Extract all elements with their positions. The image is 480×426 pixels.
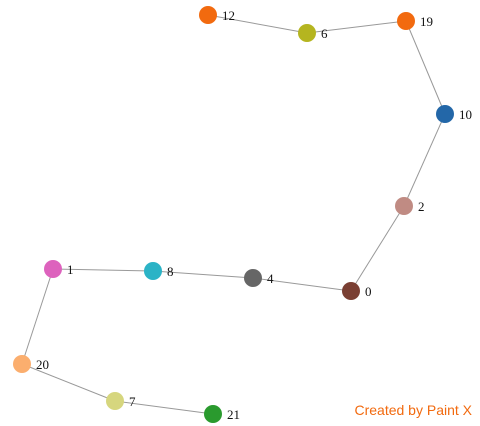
node-circle-10[interactable] — [436, 105, 454, 123]
node-label-8: 8 — [167, 264, 174, 279]
edge-0-4 — [252, 277, 352, 292]
node-label-2: 2 — [418, 199, 425, 214]
node-label-6: 6 — [321, 26, 328, 41]
node-19[interactable]: 19 — [397, 12, 433, 30]
node-label-1: 1 — [67, 262, 74, 277]
node-circle-0[interactable] — [342, 282, 360, 300]
node-label-7: 7 — [129, 394, 136, 409]
node-label-19: 19 — [420, 14, 433, 29]
edge-20-7 — [21, 363, 116, 402]
node-1[interactable]: 1 — [44, 260, 74, 278]
node-6[interactable]: 6 — [298, 24, 328, 42]
edge-1-20 — [21, 268, 54, 365]
node-circle-4[interactable] — [244, 269, 262, 287]
node-0[interactable]: 0 — [342, 282, 372, 300]
edge-12-6 — [207, 14, 308, 34]
node-12[interactable]: 12 — [199, 6, 235, 24]
node-circle-21[interactable] — [204, 405, 222, 423]
node-circle-6[interactable] — [298, 24, 316, 42]
edge-19-10 — [405, 20, 446, 115]
node-20[interactable]: 20 — [13, 355, 49, 373]
node-4[interactable]: 4 — [244, 269, 274, 287]
edge-2-0 — [350, 205, 405, 292]
edge-10-2 — [403, 113, 446, 207]
node-circle-12[interactable] — [199, 6, 217, 24]
edges-layer — [21, 14, 446, 415]
edge-7-21 — [114, 400, 214, 415]
node-8[interactable]: 8 — [144, 262, 174, 280]
watermark-text: Created by Paint X — [354, 402, 472, 418]
node-label-20: 20 — [36, 357, 49, 372]
node-label-0: 0 — [365, 284, 372, 299]
node-label-21: 21 — [227, 407, 240, 422]
node-circle-1[interactable] — [44, 260, 62, 278]
node-circle-7[interactable] — [106, 392, 124, 410]
edge-4-8 — [152, 270, 254, 279]
node-circle-20[interactable] — [13, 355, 31, 373]
node-circle-19[interactable] — [397, 12, 415, 30]
node-10[interactable]: 10 — [436, 105, 472, 123]
node-circle-8[interactable] — [144, 262, 162, 280]
edge-8-1 — [52, 268, 154, 272]
node-label-4: 4 — [267, 271, 274, 286]
node-2[interactable]: 2 — [395, 197, 425, 215]
node-7[interactable]: 7 — [106, 392, 136, 410]
node-label-10: 10 — [459, 107, 472, 122]
node-circle-2[interactable] — [395, 197, 413, 215]
node-21[interactable]: 21 — [204, 405, 240, 423]
edge-6-19 — [306, 20, 407, 34]
node-label-12: 12 — [222, 8, 235, 23]
